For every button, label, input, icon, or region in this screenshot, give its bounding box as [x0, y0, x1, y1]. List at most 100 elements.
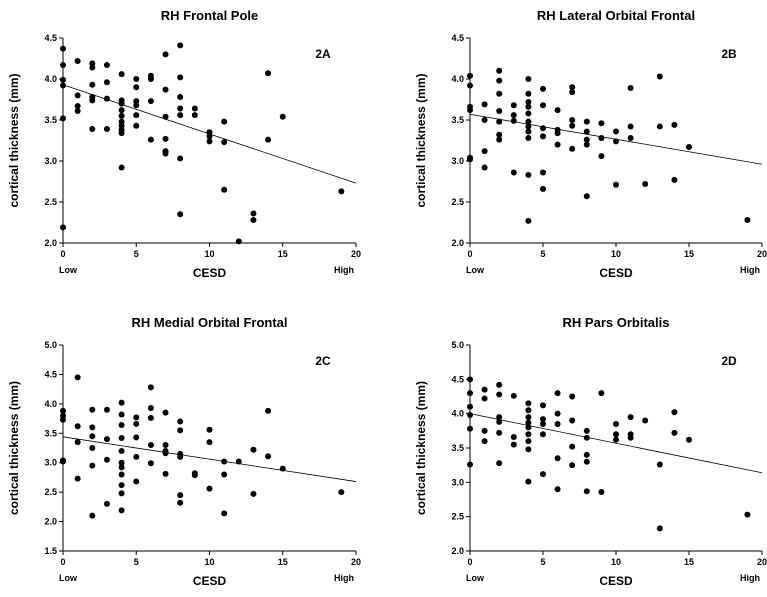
panel-a-point	[60, 224, 66, 231]
panel-b-point	[496, 136, 503, 143]
panel-c-point	[177, 427, 184, 434]
panel-c-point	[133, 453, 140, 460]
panel-c-point	[147, 442, 154, 449]
panel-d-label: 2D	[721, 354, 737, 368]
panel-d-point	[554, 390, 561, 397]
panel-c-point	[221, 510, 228, 517]
panel-c-point	[118, 422, 125, 429]
panel-a-y-tick-label: 4.0	[44, 74, 57, 84]
panel-b-point	[744, 217, 751, 224]
panel-b-point	[627, 85, 634, 92]
panel-d-x-tick-label: 0	[467, 557, 472, 567]
panel-c-point	[118, 482, 125, 489]
panel-d-point	[496, 391, 503, 398]
panel-c-point	[60, 412, 66, 419]
panel-a-point	[177, 112, 184, 119]
panel-a-point	[221, 186, 228, 193]
panel-d-y-tick-label: 2.5	[451, 512, 464, 522]
panel-b-x-axis-label: CESD	[599, 266, 633, 280]
panel-c-y-axis-label: cortical thickness (mm)	[7, 381, 21, 515]
panel-d-y-tick-label: 3.5	[451, 443, 464, 453]
panel-a-point	[118, 118, 125, 125]
panel-a-point	[250, 210, 257, 217]
panel-b-x-high-label: High	[740, 265, 760, 275]
panel-a-x-tick-label: 0	[60, 249, 65, 259]
panel-a-x-low-label: Low	[59, 265, 78, 275]
panel-b-point	[525, 118, 532, 125]
panel-a-point	[118, 122, 125, 129]
panel-b-point	[642, 180, 649, 187]
panel-a-point	[162, 150, 169, 157]
panel-c-point	[147, 414, 154, 421]
panel-a-point	[221, 118, 228, 125]
panel-c-point	[147, 384, 154, 391]
panel-a-point	[60, 82, 66, 89]
panel-a-point	[191, 105, 198, 112]
panel-a-point	[177, 94, 184, 101]
panel-c-point	[133, 414, 140, 421]
panel-b-point	[656, 73, 663, 80]
panel-c-point	[60, 407, 66, 414]
panel-a-point	[177, 42, 184, 49]
panel-d-y-tick-label: 2.0	[451, 546, 464, 556]
panel-c-point	[74, 475, 81, 482]
panel-b-point	[540, 185, 546, 192]
panel-c-x-tick-label: 10	[204, 557, 214, 567]
panel-a-point	[133, 102, 140, 109]
panel-c-point	[235, 458, 242, 465]
panel-c-point	[89, 424, 96, 431]
panel-d-point	[598, 390, 605, 397]
panel-b-y-tick-label: 4.0	[451, 74, 464, 84]
panel-c-point	[162, 442, 169, 449]
panel-a: RH Frontal Pole 2.0 2.5 3.0 3.5 4.0 4.5 0 5 10 15 2…	[7, 8, 361, 280]
panel-c-y-tick-label: 2.0	[44, 517, 57, 527]
panel-a-point	[133, 84, 140, 91]
panel-b-point	[598, 135, 605, 142]
panel-d-point	[525, 414, 532, 421]
panel-d-point	[510, 434, 517, 441]
panel-c-x-high-label: High	[334, 573, 354, 583]
panel-d-point	[540, 416, 546, 423]
panel-c-point	[89, 406, 96, 413]
panel-d-point	[583, 451, 590, 458]
panel-a-y-tick-label: 3.0	[44, 156, 57, 166]
panel-c-point	[162, 409, 169, 416]
panel-a-title: RH Frontal Pole	[161, 8, 259, 23]
panel-d-point	[656, 461, 663, 468]
panel-c-y-tick-label: 3.0	[44, 458, 57, 468]
panel-d-point	[496, 381, 503, 388]
panel-c-point	[177, 499, 184, 506]
panel-c-point	[177, 453, 184, 460]
panel-b-point	[583, 136, 590, 143]
panel-d-y-tick-label: 4.5	[451, 374, 464, 384]
panel-b-point	[569, 145, 576, 152]
panel-d-point	[583, 434, 590, 441]
panel-a-point	[103, 62, 110, 69]
panel-a-point	[206, 138, 213, 145]
panel-c-point	[118, 411, 125, 418]
panel-d-y-tick-label: 5.0	[451, 340, 464, 350]
panel-c-point	[162, 450, 169, 457]
panel-b-point	[569, 89, 576, 96]
panel-b-point	[525, 103, 532, 110]
panel-a-y-tick-label: 3.5	[44, 115, 57, 125]
panel-b-point	[540, 85, 546, 92]
panel-d-point	[569, 462, 576, 469]
panel-d-point	[540, 471, 546, 478]
panel-a-point	[177, 105, 184, 112]
panel-a-point	[103, 126, 110, 133]
panel-b-point	[510, 117, 517, 124]
panel-a-x-high-label: High	[334, 265, 354, 275]
panel-b-y-axis-label: cortical thickness (mm)	[414, 73, 428, 207]
panel-d-point	[540, 431, 546, 438]
panel-a-point	[118, 100, 125, 107]
panel-a-point	[250, 217, 257, 224]
panel-a-x-axis-label: CESD	[193, 266, 227, 280]
panel-d-point	[525, 446, 532, 453]
panel-b-point	[569, 122, 576, 129]
panel-b-point	[540, 169, 546, 176]
panel-a-point	[118, 164, 125, 171]
panel-c-point	[118, 490, 125, 497]
panel-b-point	[496, 118, 503, 125]
panel-b-point	[583, 128, 590, 135]
